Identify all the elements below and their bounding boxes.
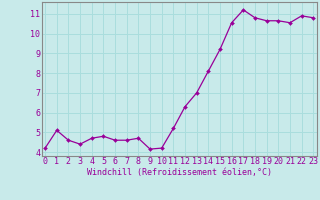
X-axis label: Windchill (Refroidissement éolien,°C): Windchill (Refroidissement éolien,°C) <box>87 168 272 177</box>
